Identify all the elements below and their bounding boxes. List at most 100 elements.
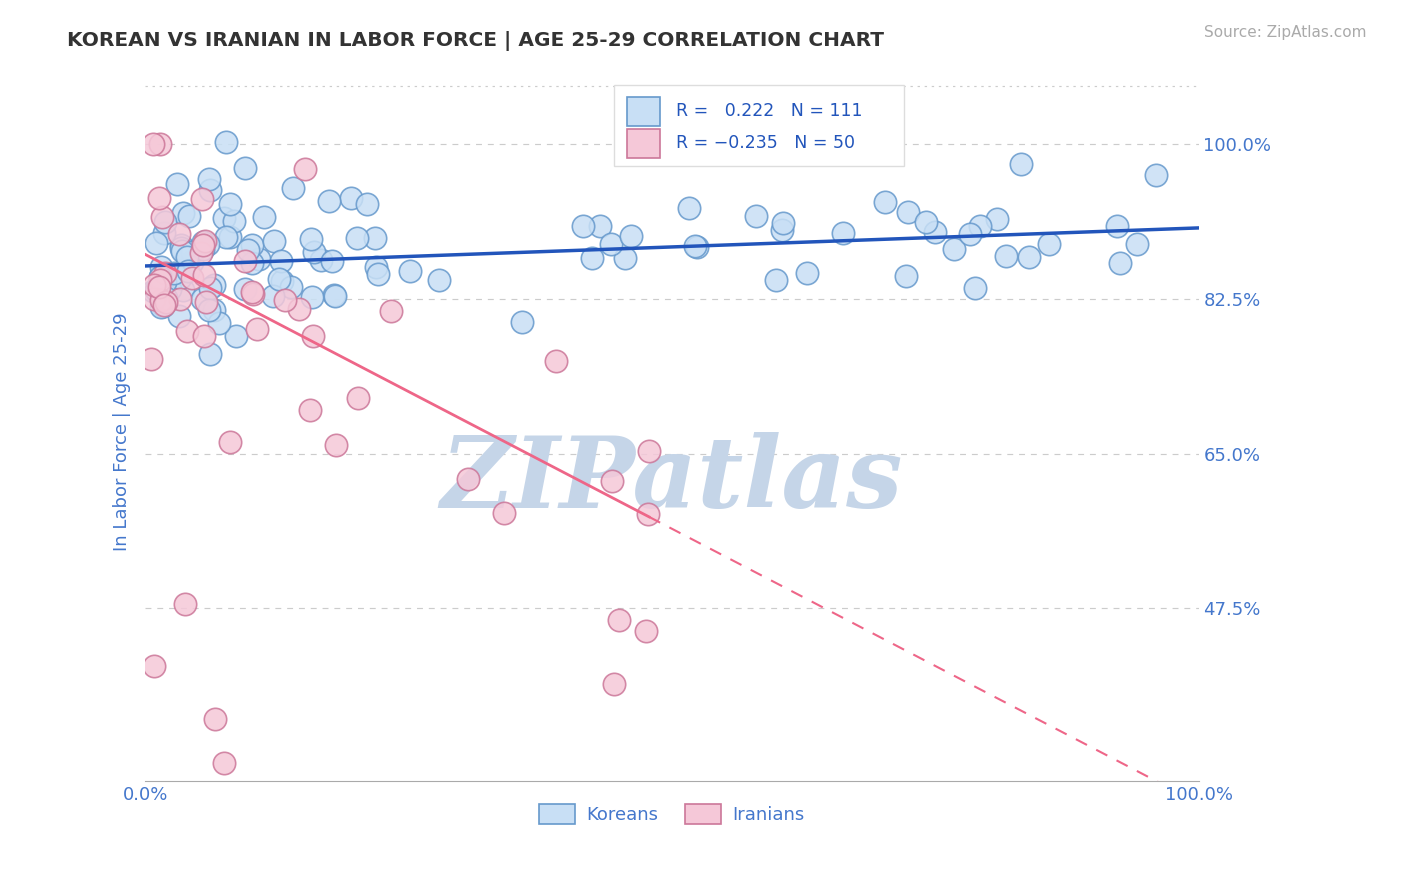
Point [218, 434, 240, 449]
Point [193, 329, 215, 343]
Point [380, 304, 402, 318]
Point [678, 202, 700, 216]
Point [544, 354, 567, 368]
Point [399, 264, 422, 278]
Point [969, 219, 991, 234]
Point [215, 230, 238, 244]
Point [299, 403, 322, 417]
Text: KOREAN VS IRANIAN IN LABOR FORCE | AGE 25-29 CORRELATION CHART: KOREAN VS IRANIAN IN LABOR FORCE | AGE 2… [67, 31, 884, 51]
Point [620, 228, 643, 243]
Point [607, 613, 630, 627]
Point [170, 244, 193, 259]
Y-axis label: In Labor Force | Age 25-29: In Labor Force | Age 25-29 [114, 312, 131, 550]
Point [323, 287, 346, 301]
Point [150, 211, 173, 225]
Point [170, 238, 193, 252]
Point [191, 238, 214, 252]
Point [148, 191, 170, 205]
Point [167, 227, 190, 241]
Point [1038, 237, 1060, 252]
Point [772, 216, 794, 230]
Point [914, 215, 936, 229]
Point [155, 266, 177, 280]
Point [142, 659, 165, 673]
Point [242, 256, 264, 270]
Point [894, 269, 917, 284]
Point [240, 285, 263, 299]
Point [204, 712, 226, 726]
Point [155, 291, 177, 305]
Point [240, 238, 263, 252]
Point [180, 271, 202, 285]
Point [193, 242, 215, 256]
Point [172, 205, 194, 219]
Point [356, 197, 378, 211]
Point [1010, 157, 1032, 171]
Point [270, 253, 292, 268]
Point [190, 246, 212, 260]
Text: R = −0.235   N = 50: R = −0.235 N = 50 [676, 135, 855, 153]
Point [169, 310, 191, 324]
Point [323, 289, 346, 303]
Point [683, 239, 706, 253]
Point [744, 209, 766, 223]
Point [1126, 237, 1149, 252]
Point [225, 328, 247, 343]
Point [924, 225, 946, 239]
Point [367, 267, 389, 281]
Point [263, 234, 285, 248]
Point [142, 136, 165, 151]
Point [180, 245, 202, 260]
Point [638, 443, 661, 458]
Point [198, 303, 221, 318]
Point [202, 302, 225, 317]
Point [208, 317, 231, 331]
Bar [627, 96, 661, 126]
Point [191, 235, 214, 250]
Point [170, 241, 193, 255]
Point [197, 171, 219, 186]
Point [283, 180, 305, 194]
Point [166, 177, 188, 191]
Point [162, 266, 184, 280]
Point [366, 260, 388, 275]
Point [942, 242, 965, 256]
Point [765, 273, 787, 287]
Point [832, 226, 855, 240]
Legend: Koreans, Iranians: Koreans, Iranians [540, 804, 804, 824]
Point [215, 135, 238, 149]
Point [177, 264, 200, 278]
Point [299, 232, 322, 246]
Point [897, 204, 920, 219]
Point [492, 506, 515, 520]
Point [143, 293, 166, 307]
Point [247, 252, 270, 267]
Point [179, 209, 201, 223]
Point [149, 269, 172, 284]
Point [347, 391, 370, 405]
Point [195, 295, 218, 310]
Point [510, 315, 533, 329]
Point [603, 676, 626, 690]
Text: Source: ZipAtlas.com: Source: ZipAtlas.com [1204, 25, 1367, 40]
Point [153, 226, 176, 240]
Point [148, 269, 170, 284]
Point [149, 293, 172, 307]
Point [959, 227, 981, 242]
Point [169, 292, 191, 306]
Point [581, 252, 603, 266]
Point [236, 244, 259, 258]
Point [301, 290, 323, 304]
Point [309, 252, 332, 267]
Point [686, 240, 709, 254]
Point [198, 183, 221, 197]
Point [262, 289, 284, 303]
Point [200, 347, 222, 361]
Point [193, 268, 215, 282]
Point [427, 273, 450, 287]
Point [1146, 168, 1168, 182]
Point [274, 293, 297, 307]
Point [589, 219, 612, 234]
Point [152, 299, 174, 313]
Point [143, 278, 166, 293]
